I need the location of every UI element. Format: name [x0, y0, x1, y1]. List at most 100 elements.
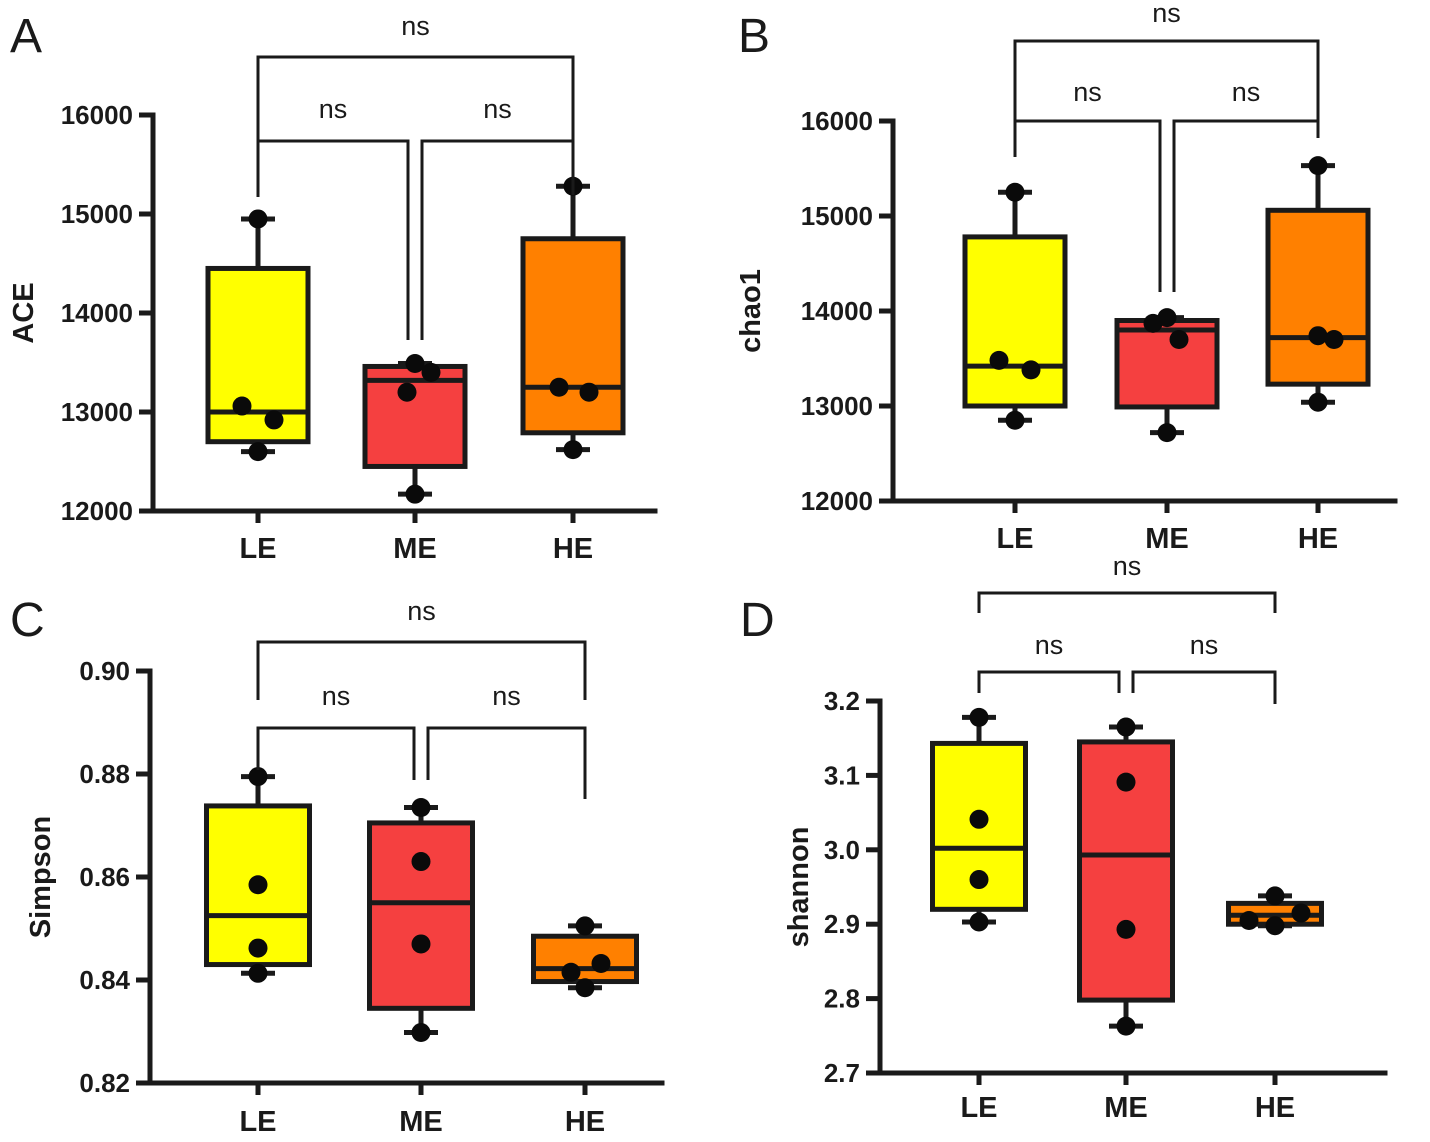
- data-point: [579, 382, 599, 402]
- y-tick-label: 13000: [61, 397, 133, 427]
- significance-bracket: [256, 640, 587, 700]
- data-point: [969, 912, 989, 932]
- box-me: [367, 820, 475, 1011]
- panel-letter: D: [740, 594, 775, 647]
- data-point: [989, 350, 1009, 370]
- panel-letter: B: [738, 10, 770, 63]
- y-axis-label: Simpson: [25, 816, 57, 938]
- data-point: [248, 767, 268, 787]
- y-tick-label: 3.1: [824, 760, 860, 790]
- significance-label: ns: [401, 11, 430, 41]
- y-tick-label: 2.7: [824, 1058, 860, 1088]
- data-point: [563, 440, 583, 460]
- x-category-label: HE: [553, 533, 593, 565]
- y-tick-label: 15000: [61, 199, 133, 229]
- y-tick-label: 0.82: [79, 1068, 130, 1098]
- x-category-label: ME: [393, 533, 437, 565]
- data-point: [969, 809, 989, 829]
- data-point: [1239, 910, 1259, 930]
- data-point: [1157, 423, 1177, 443]
- data-point: [1324, 330, 1344, 349]
- significance-label: ns: [407, 596, 436, 626]
- data-point: [1291, 903, 1311, 923]
- y-tick-label: 2.9: [824, 909, 860, 939]
- data-point: [1116, 919, 1136, 939]
- data-point: [1116, 772, 1136, 792]
- y-tick-label: 14000: [61, 298, 133, 328]
- significance-label: ns: [319, 94, 348, 124]
- box-me: [1114, 318, 1220, 410]
- significance-bracket: [256, 55, 575, 157]
- data-point: [405, 484, 425, 504]
- panel-c: C 0.82 0.84 0.86 0.88 0.90 LE ME HE Simpson ns ns ns: [10, 594, 665, 1138]
- data-point: [248, 442, 268, 462]
- x-category-label: LE: [239, 1106, 276, 1138]
- y-tick-label: 3.2: [824, 686, 860, 716]
- x-category-label: HE: [1255, 1092, 1295, 1124]
- significance-label: ns: [1035, 630, 1064, 660]
- data-point: [1005, 410, 1025, 430]
- data-point: [1116, 717, 1136, 737]
- data-point: [1169, 330, 1189, 349]
- significance-label: ns: [1232, 77, 1261, 107]
- x-category-label: LE: [239, 533, 276, 565]
- data-point: [421, 362, 441, 382]
- significance-label: ns: [1073, 77, 1102, 107]
- data-point: [1021, 360, 1041, 380]
- data-point: [397, 382, 417, 402]
- significance-bracket: [1013, 119, 1162, 292]
- box-le: [962, 234, 1068, 409]
- x-category-label: LE: [996, 523, 1033, 555]
- data-point: [411, 1023, 431, 1043]
- data-point: [411, 934, 431, 954]
- x-category-label: LE: [960, 1092, 997, 1124]
- y-axis-label: chao1: [735, 269, 767, 353]
- data-point: [1265, 886, 1285, 906]
- data-point: [969, 870, 989, 890]
- data-point: [1265, 916, 1285, 936]
- y-tick-label: 12000: [801, 486, 873, 516]
- y-tick-label: 0.90: [79, 656, 130, 686]
- data-point: [405, 353, 425, 373]
- significance-bracket: [977, 591, 1277, 613]
- y-tick-label: 2.8: [824, 984, 860, 1014]
- y-axis-label: ACE: [8, 282, 40, 343]
- data-point: [549, 377, 569, 397]
- data-point: [1116, 1016, 1136, 1036]
- box-he: [1265, 207, 1371, 387]
- panel-letter: A: [10, 10, 42, 63]
- data-point: [411, 797, 431, 817]
- y-tick-label: 16000: [801, 106, 873, 136]
- data-point: [969, 707, 989, 727]
- y-tick-label: 14000: [801, 296, 873, 326]
- significance-bracket: [977, 670, 1121, 693]
- data-point: [248, 209, 268, 229]
- significance-label: ns: [483, 94, 512, 124]
- data-point: [561, 962, 581, 982]
- significance-label: ns: [1190, 630, 1219, 660]
- significance-bracket: [1013, 39, 1320, 137]
- data-point: [232, 396, 252, 416]
- data-point: [248, 875, 268, 895]
- data-point: [248, 938, 268, 958]
- data-point: [248, 963, 268, 983]
- significance-bracket: [420, 139, 575, 340]
- data-point: [575, 978, 595, 998]
- y-tick-label: 0.84: [79, 965, 130, 995]
- panel-letter: C: [10, 594, 45, 647]
- data-point: [1308, 326, 1328, 346]
- box-le: [205, 265, 311, 445]
- data-point: [591, 954, 611, 974]
- y-tick-label: 3.0: [824, 835, 860, 865]
- x-category-label: ME: [1104, 1092, 1148, 1124]
- significance-bracket: [256, 139, 410, 340]
- panel-b: B 12000 13000 14000 15000 16000 LE ME HE chao1 ns n…: [735, 0, 1398, 555]
- y-tick-label: 12000: [61, 496, 133, 526]
- y-tick-label: 13000: [801, 391, 873, 421]
- box-he: [531, 933, 639, 985]
- y-tick-label: 16000: [61, 100, 133, 130]
- data-point: [1005, 182, 1025, 202]
- y-tick-label: 15000: [801, 201, 873, 231]
- significance-label: ns: [1152, 0, 1181, 28]
